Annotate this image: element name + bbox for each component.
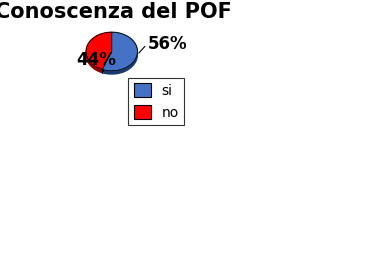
Polygon shape: [102, 32, 137, 71]
Polygon shape: [86, 32, 112, 73]
Text: 56%: 56%: [148, 35, 188, 53]
Legend: si, no: si, no: [128, 77, 185, 125]
Polygon shape: [86, 32, 112, 69]
Text: 44%: 44%: [76, 51, 116, 69]
Title: Conoscenza del POF: Conoscenza del POF: [0, 2, 232, 22]
Polygon shape: [102, 32, 137, 74]
